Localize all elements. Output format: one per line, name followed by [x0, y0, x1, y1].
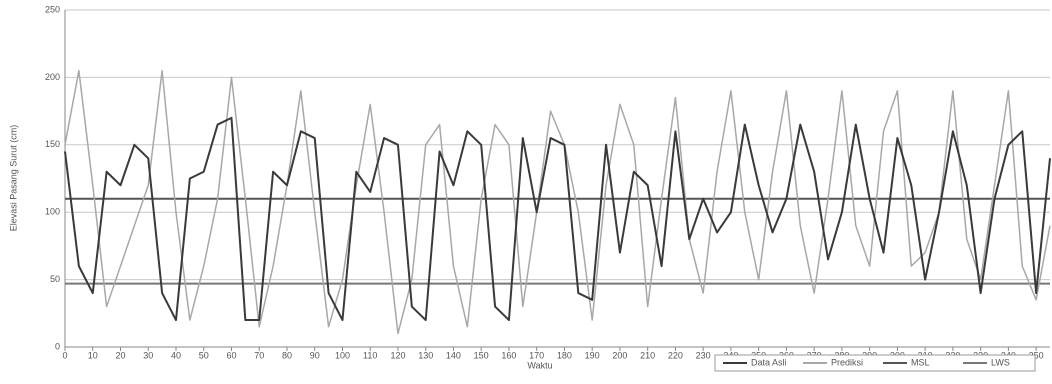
y-tick-label: 50 — [50, 274, 60, 284]
y-tick-label: 0 — [55, 341, 60, 351]
x-tick-label: 40 — [171, 350, 181, 360]
x-tick-label: 60 — [226, 350, 236, 360]
x-tick-label: 350 — [1029, 350, 1044, 360]
x-tick-label: 70 — [254, 350, 264, 360]
legend-label: LWS — [991, 357, 1010, 367]
x-tick-label: 10 — [88, 350, 98, 360]
x-tick-label: 160 — [501, 350, 516, 360]
x-tick-label: 90 — [310, 350, 320, 360]
x-tick-label: 30 — [143, 350, 153, 360]
y-tick-label: 200 — [45, 72, 60, 82]
x-tick-label: 100 — [335, 350, 350, 360]
x-tick-label: 200 — [612, 350, 627, 360]
x-tick-label: 130 — [418, 350, 433, 360]
x-tick-label: 80 — [282, 350, 292, 360]
y-tick-label: 100 — [45, 207, 60, 217]
x-tick-label: 20 — [115, 350, 125, 360]
legend-label: Prediksi — [831, 357, 863, 367]
y-tick-label: 150 — [45, 139, 60, 149]
x-tick-label: 120 — [390, 350, 405, 360]
x-tick-label: 230 — [696, 350, 711, 360]
x-tick-label: 220 — [668, 350, 683, 360]
x-tick-label: 190 — [585, 350, 600, 360]
data-line — [64, 69, 1051, 335]
data-line — [64, 116, 1051, 322]
x-tick-label: 110 — [363, 350, 377, 360]
y-axis-label: Elevasi Pasang Surut (cm) — [8, 125, 18, 232]
y-tick-label: 250 — [45, 4, 60, 14]
x-tick-label: 0 — [62, 350, 67, 360]
legend-label: MSL — [911, 357, 930, 367]
x-tick-label: 210 — [640, 350, 655, 360]
legend-box — [714, 354, 1036, 372]
x-tick-label: 140 — [446, 350, 461, 360]
x-tick-label: 180 — [557, 350, 572, 360]
x-tick-label: 170 — [529, 350, 544, 360]
x-tick-label: 150 — [474, 350, 489, 360]
x-axis-label: Waktu — [527, 360, 552, 370]
legend-label: Data Asli — [751, 357, 787, 367]
x-tick-label: 50 — [199, 350, 209, 360]
